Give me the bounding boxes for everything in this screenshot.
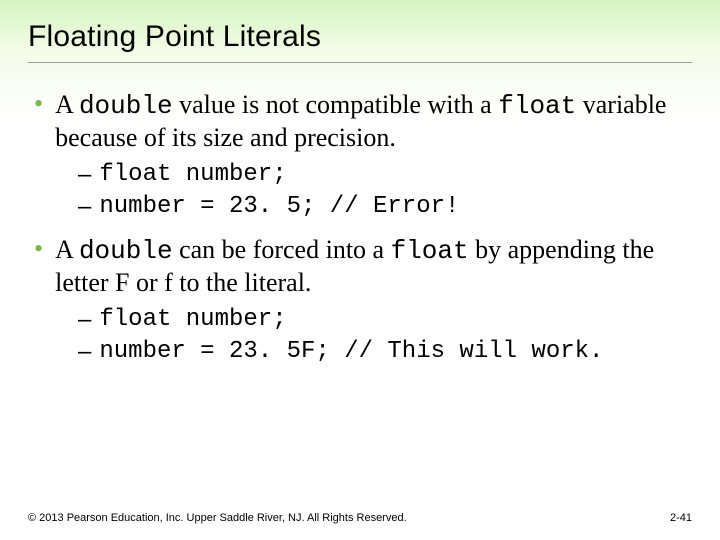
code-seg: float: [391, 236, 469, 266]
dash-icon: –: [78, 305, 91, 335]
bullet-text: A double can be forced into a float by a…: [55, 234, 692, 299]
bullet-icon: •: [34, 89, 43, 119]
sub-bullet-item: – number = 23. 5; // Error!: [34, 192, 692, 222]
sub-bullet-item: – float number;: [34, 305, 692, 335]
footer-page-number: 2-41: [670, 512, 692, 524]
bullet-icon: •: [34, 234, 43, 264]
sub-bullet-item: – float number;: [34, 160, 692, 190]
bullet-text: A double value is not compatible with a …: [55, 89, 692, 154]
code-line: float number;: [99, 160, 286, 190]
dash-icon: –: [78, 160, 91, 190]
bullet-item: • A double value is not compatible with …: [34, 89, 692, 154]
code-seg: float: [498, 91, 576, 121]
footer-copyright: © 2013 Pearson Education, Inc. Upper Sad…: [28, 512, 407, 524]
code-seg: double: [79, 91, 173, 121]
slide-footer: © 2013 Pearson Education, Inc. Upper Sad…: [28, 512, 692, 524]
slide-title: Floating Point Literals: [28, 20, 692, 63]
code-line: number = 23. 5; // Error!: [99, 192, 459, 222]
slide: Floating Point Literals • A double value…: [0, 0, 720, 540]
code-line: float number;: [99, 305, 286, 335]
sub-bullet-item: – number = 23. 5F; // This will work.: [34, 337, 692, 367]
spacer: [34, 224, 692, 234]
bullet-item: • A double can be forced into a float by…: [34, 234, 692, 299]
slide-content: • A double value is not compatible with …: [28, 89, 692, 367]
text-seg: A: [55, 90, 79, 119]
code-seg: double: [79, 236, 173, 266]
text-seg: value is not compatible with a: [173, 90, 499, 119]
dash-icon: –: [78, 192, 91, 222]
code-line: number = 23. 5F; // This will work.: [99, 337, 603, 367]
text-seg: A: [55, 235, 79, 264]
text-seg: can be forced into a: [173, 235, 391, 264]
dash-icon: –: [78, 337, 91, 367]
